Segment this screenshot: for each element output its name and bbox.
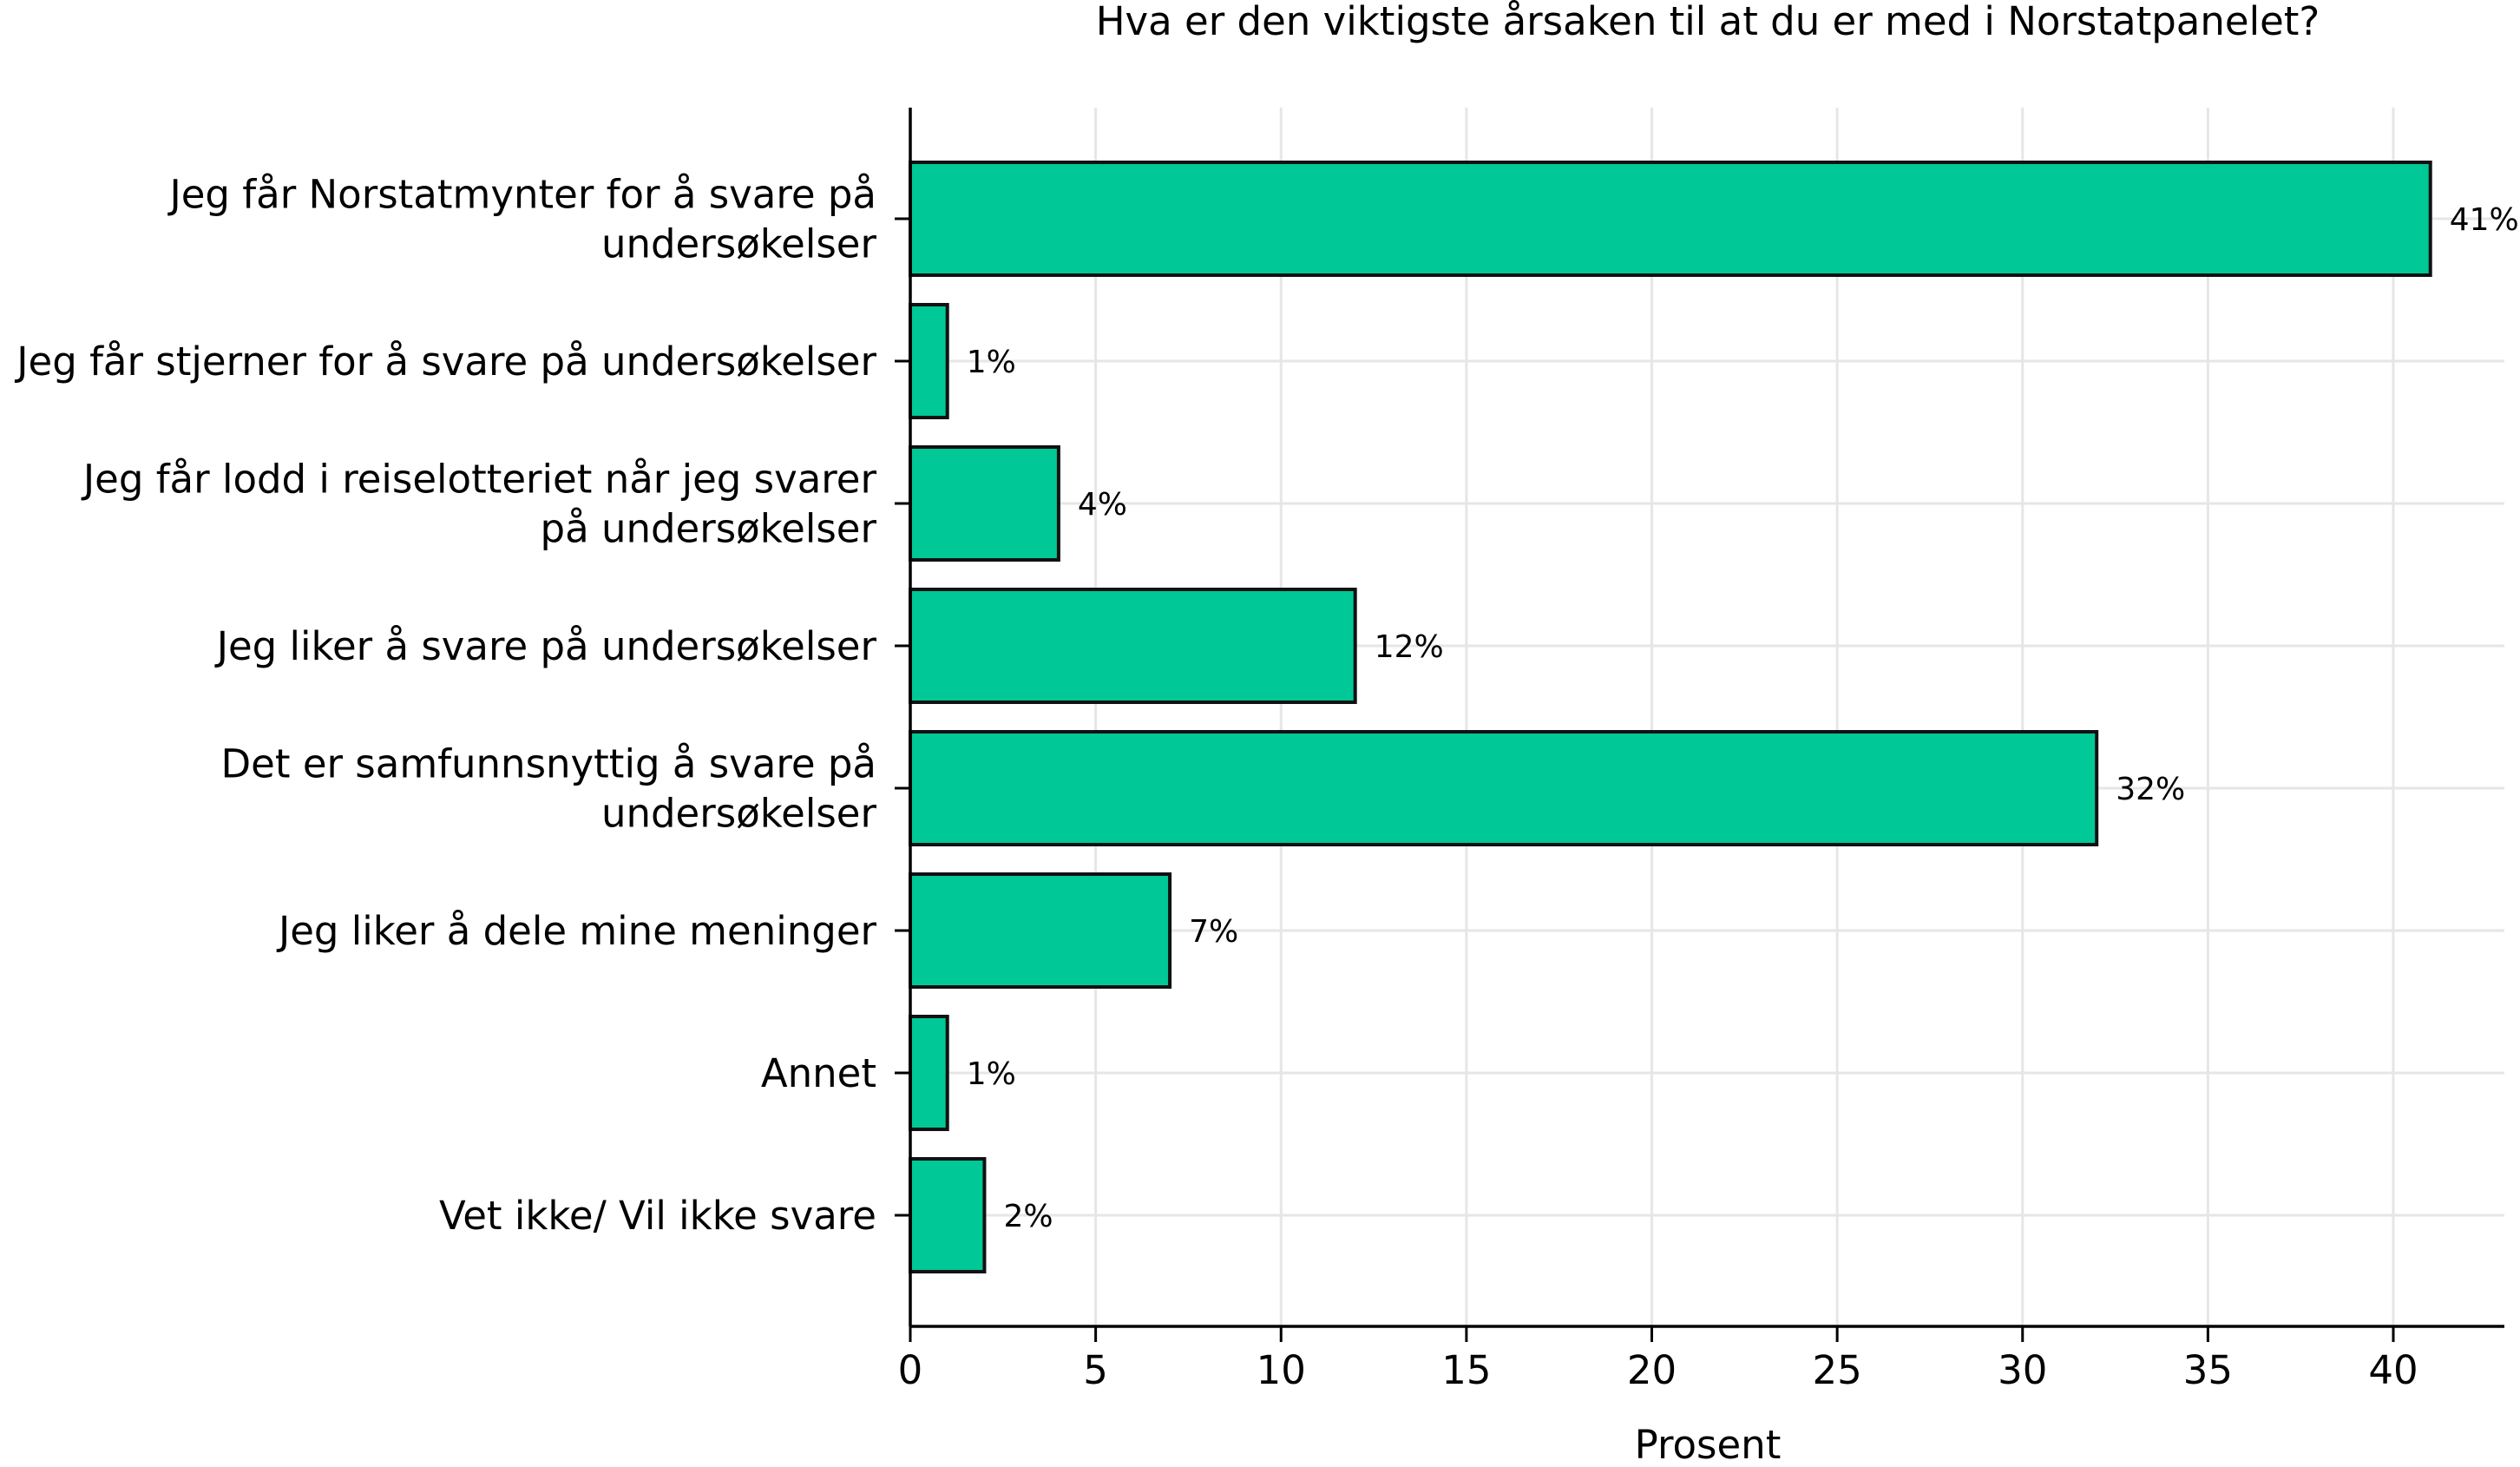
bar-value-label: 4% bbox=[1078, 487, 1127, 523]
bar bbox=[909, 588, 1357, 704]
category-label-line: Jeg får lodd i reiselotteriet når jeg sv… bbox=[81, 457, 877, 503]
bar bbox=[909, 445, 1060, 562]
bar bbox=[909, 730, 2099, 846]
bars: 41% 1% 4% 12% 32% 7% 1% 2% bbox=[909, 161, 2519, 1273]
category-label: Jeg får lodd i reiselotteriet når jeg sv… bbox=[81, 457, 877, 552]
x-tick-label: 30 bbox=[1998, 1347, 2047, 1393]
x-tick-label: 10 bbox=[1257, 1347, 1306, 1393]
x-tick-label: 40 bbox=[2368, 1347, 2418, 1393]
x-tick-label: 5 bbox=[1083, 1347, 1108, 1393]
category-label-line: Jeg får Norstatmynter for å svare på bbox=[167, 172, 876, 218]
axes: Jeg får Norstatmynter for å svare på unde… bbox=[14, 108, 2504, 1393]
grid-lines bbox=[909, 108, 2504, 1326]
x-tick-label: 35 bbox=[2183, 1347, 2233, 1393]
x-tick-label: 0 bbox=[898, 1347, 923, 1393]
category-label: Jeg får stjerner for å svare på undersøk… bbox=[14, 339, 876, 385]
category-label: Det er samfunnsnyttig å svare på undersøk… bbox=[221, 741, 877, 837]
category-label-line: undersøkelser bbox=[601, 221, 877, 267]
bar bbox=[909, 1157, 987, 1273]
category-label: Vet ikke/ Vil ikke svare bbox=[439, 1193, 876, 1239]
bar bbox=[909, 161, 2432, 277]
category-label-line: Jeg får stjerner for å svare på undersøk… bbox=[14, 339, 876, 385]
category-label-line: Jeg liker å dele mine meninger bbox=[276, 908, 877, 954]
bar bbox=[909, 303, 949, 419]
x-tick-label: 25 bbox=[1812, 1347, 1861, 1393]
category-label: Annet bbox=[761, 1050, 876, 1096]
bar-value-label: 7% bbox=[1189, 914, 1238, 950]
category-label: Jeg får Norstatmynter for å svare på unde… bbox=[167, 172, 876, 267]
chart-title: Hva er den viktigste årsaken til at du e… bbox=[1096, 0, 2320, 44]
category-label: Jeg liker å svare på undersøkelser bbox=[214, 623, 877, 669]
bar-value-label: 41% bbox=[2450, 202, 2519, 238]
bar-value-label: 12% bbox=[1375, 629, 1444, 665]
category-label: Jeg liker å dele mine meninger bbox=[276, 908, 877, 954]
x-tick-label: 20 bbox=[1627, 1347, 1677, 1393]
bar bbox=[909, 1015, 949, 1131]
category-label-line: Jeg liker å svare på undersøkelser bbox=[214, 623, 877, 669]
category-label-line: Annet bbox=[761, 1050, 876, 1096]
category-label-line: på undersøkelser bbox=[541, 506, 877, 552]
category-label-line: Det er samfunnsnyttig å svare på bbox=[221, 741, 876, 787]
x-axis-label: Prosent bbox=[1635, 1422, 1782, 1467]
bar-value-label: 2% bbox=[1003, 1199, 1053, 1234]
category-label-line: Vet ikke/ Vil ikke svare bbox=[439, 1193, 876, 1239]
bar bbox=[909, 872, 1172, 989]
bar-value-label: 1% bbox=[967, 1056, 1016, 1092]
category-label-line: undersøkelser bbox=[601, 791, 877, 837]
bar-value-label: 1% bbox=[967, 345, 1016, 380]
bar-value-label: 32% bbox=[2116, 772, 2185, 807]
x-tick-label: 15 bbox=[1441, 1347, 1491, 1393]
